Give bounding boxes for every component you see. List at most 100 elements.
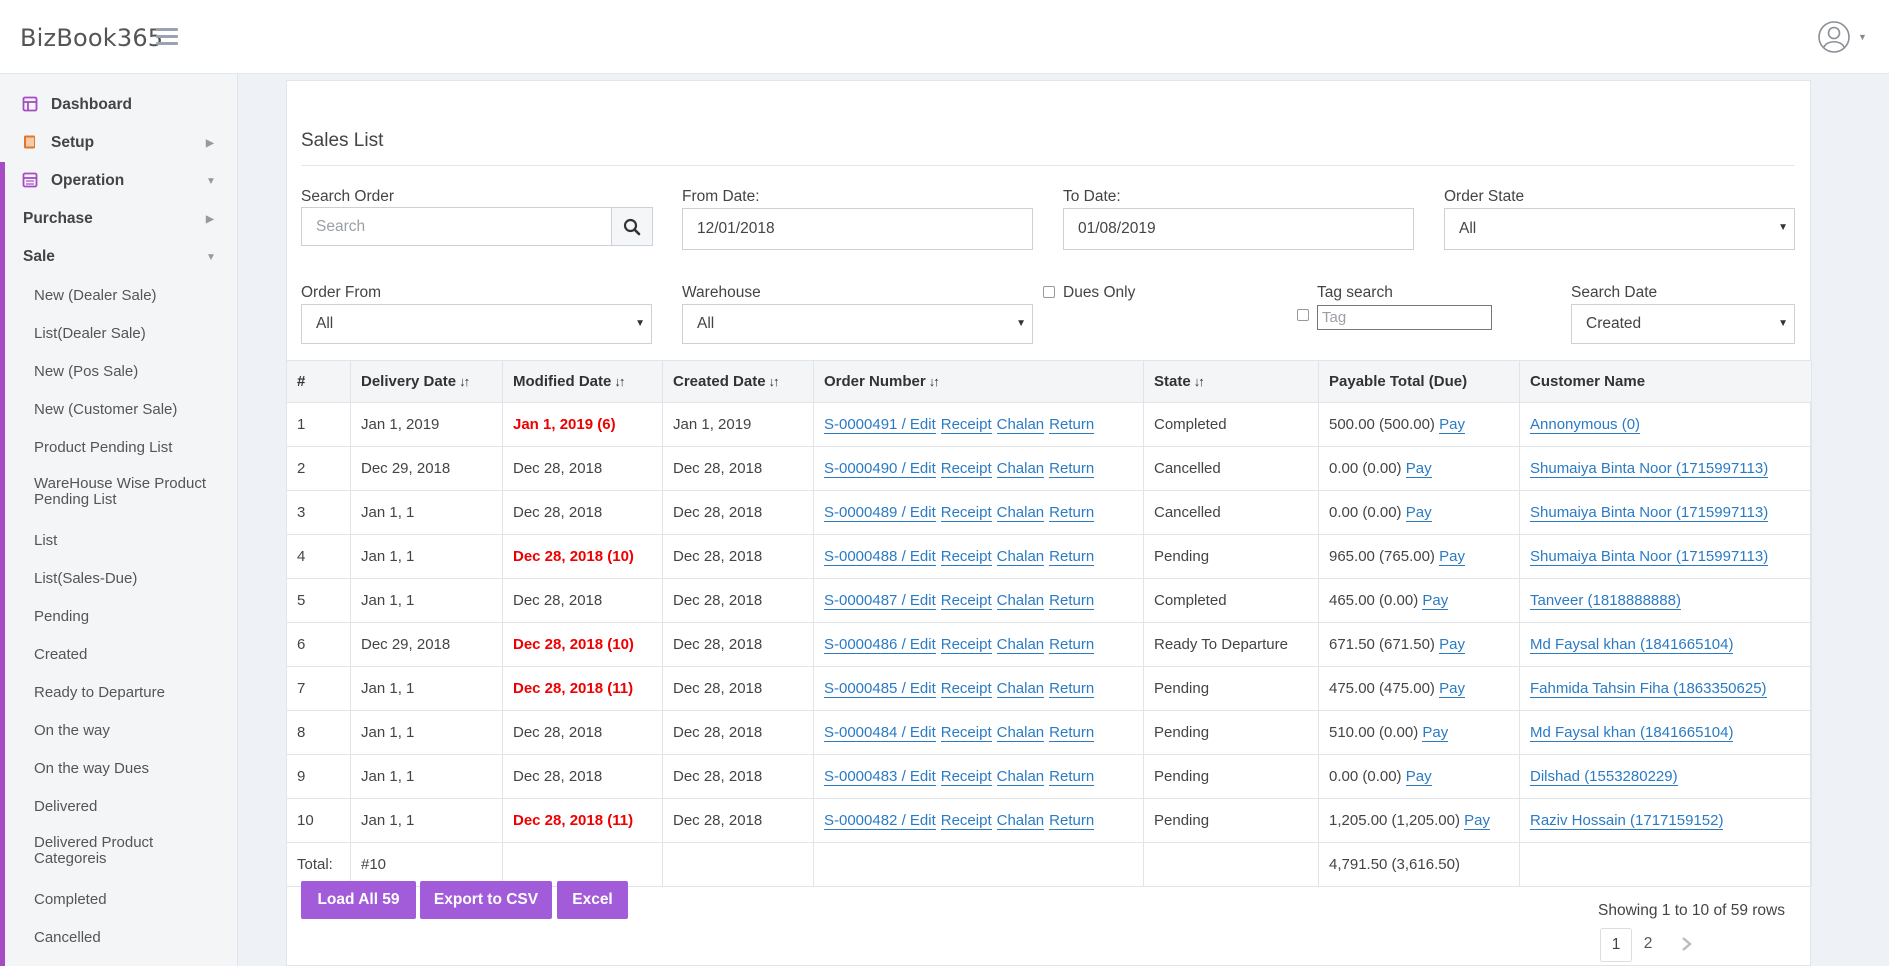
return-link[interactable]: Return (1049, 504, 1095, 522)
col-header-modified-date[interactable]: Modified Date ↓↑ (502, 360, 663, 403)
search-button[interactable] (611, 207, 653, 246)
receipt-link[interactable]: Receipt (940, 548, 992, 566)
chalan-link[interactable]: Chalan (996, 416, 1045, 434)
search-order-input[interactable]: Search (301, 207, 612, 246)
pay-link[interactable]: Pay (1439, 680, 1465, 698)
order-edit-link[interactable]: S-0000484 / Edit (824, 724, 936, 742)
receipt-link[interactable]: Receipt (940, 768, 992, 786)
excel-button[interactable]: Excel (557, 881, 628, 919)
sidebar-item-operation[interactable]: Operation ▼ (0, 164, 238, 198)
sidebar-item-setup[interactable]: Setup ▶ (0, 126, 238, 160)
return-link[interactable]: Return (1049, 548, 1095, 566)
customer-link[interactable]: Md Faysal khan (1841665104) (1530, 636, 1734, 654)
return-link[interactable]: Return (1049, 592, 1095, 610)
order-edit-link[interactable]: S-0000486 / Edit (824, 636, 936, 654)
sidebar-item-on-the-way[interactable]: On the way (0, 713, 238, 747)
customer-link[interactable]: Dilshad (1553280229) (1530, 768, 1678, 786)
sidebar-item-ready-to-departure[interactable]: Ready to Departure (0, 675, 238, 709)
col-header-state[interactable]: State ↓↑ (1143, 360, 1319, 403)
customer-link[interactable]: Annonymous (0) (1530, 416, 1641, 434)
order-edit-link[interactable]: S-0000490 / Edit (824, 460, 936, 478)
pay-link[interactable]: Pay (1405, 768, 1432, 786)
chalan-link[interactable]: Chalan (996, 636, 1045, 654)
order-from-select[interactable]: All ▼ (301, 304, 652, 344)
sort-icon[interactable]: ↓↑ (614, 374, 625, 389)
customer-link[interactable]: Shumaiya Binta Noor (1715997113) (1530, 548, 1769, 566)
order-edit-link[interactable]: S-0000483 / Edit (824, 768, 936, 786)
pay-link[interactable]: Pay (1439, 548, 1465, 566)
sidebar-item-cancelled[interactable]: Cancelled (0, 920, 238, 954)
sidebar-item-dashboard[interactable]: Dashboard (0, 88, 238, 122)
sidebar-item-warehouse-wise-product-pending-list[interactable]: WareHouse Wise Product Pending List (0, 476, 238, 516)
return-link[interactable]: Return (1049, 416, 1095, 434)
sidebar-item-list[interactable]: List (0, 523, 238, 557)
pay-link[interactable]: Pay (1422, 724, 1449, 742)
sidebar-item-product-pending-list[interactable]: Product Pending List (0, 430, 238, 464)
sidebar-item-pending[interactable]: Pending (0, 599, 238, 633)
pay-link[interactable]: Pay (1439, 636, 1465, 654)
tag-search-input[interactable]: Tag (1317, 305, 1492, 330)
sort-icon[interactable]: ↓↑ (768, 374, 780, 389)
to-date-input[interactable]: 01/08/2019 (1063, 208, 1414, 250)
return-link[interactable]: Return (1049, 768, 1095, 786)
dues-only-checkbox[interactable] (1043, 286, 1055, 298)
col-header-delivery-date[interactable]: Delivery Date ↓↑ (350, 360, 503, 403)
pay-link[interactable]: Pay (1464, 812, 1490, 830)
tag-search-checkbox[interactable] (1297, 309, 1309, 321)
receipt-link[interactable]: Receipt (940, 460, 992, 478)
order-state-select[interactable]: All ▼ (1444, 208, 1795, 250)
pay-link[interactable]: Pay (1405, 504, 1432, 522)
sidebar-item-completed[interactable]: Completed (0, 882, 238, 916)
sort-icon[interactable]: ↓↑ (459, 374, 470, 389)
sort-icon[interactable]: ↓↑ (928, 374, 940, 389)
order-edit-link[interactable]: S-0000488 / Edit (824, 548, 936, 566)
return-link[interactable]: Return (1049, 680, 1095, 698)
chalan-link[interactable]: Chalan (996, 812, 1045, 830)
from-date-input[interactable]: 12/01/2018 (682, 208, 1033, 250)
pay-link[interactable]: Pay (1422, 592, 1449, 610)
pay-link[interactable]: Pay (1405, 460, 1432, 478)
customer-link[interactable]: Tanveer (1818888888) (1530, 592, 1681, 610)
warehouse-select[interactable]: All ▼ (682, 304, 1033, 344)
chalan-link[interactable]: Chalan (996, 548, 1045, 566)
sidebar-item-new-customer-sale[interactable]: New (Customer Sale) (0, 392, 238, 426)
customer-link[interactable]: Shumaiya Binta Noor (1715997113) (1530, 460, 1769, 478)
receipt-link[interactable]: Receipt (940, 416, 992, 434)
order-edit-link[interactable]: S-0000487 / Edit (824, 592, 936, 610)
menu-toggle-icon[interactable] (156, 28, 178, 46)
order-edit-link[interactable]: S-0000489 / Edit (824, 504, 936, 522)
sidebar-item-delivered[interactable]: Delivered (0, 789, 238, 823)
return-link[interactable]: Return (1049, 812, 1095, 830)
customer-link[interactable]: Raziv Hossain (1717159152) (1530, 812, 1724, 830)
customer-link[interactable]: Shumaiya Binta Noor (1715997113) (1530, 504, 1769, 522)
sidebar-item-list-sales-due[interactable]: List(Sales-Due) (0, 561, 238, 595)
load-all-button[interactable]: Load All 59 (301, 881, 416, 919)
order-edit-link[interactable]: S-0000485 / Edit (824, 680, 936, 698)
sidebar-item-list-dealer-sale[interactable]: List(Dealer Sale) (0, 316, 238, 350)
page-1-button[interactable]: 1 (1600, 928, 1632, 962)
return-link[interactable]: Return (1049, 724, 1095, 742)
user-menu[interactable]: ▼ (1817, 20, 1867, 54)
sort-icon[interactable]: ↓↑ (1193, 374, 1205, 389)
chalan-link[interactable]: Chalan (996, 680, 1045, 698)
sidebar-group-sale[interactable]: Sale ▼ (0, 240, 238, 274)
export-csv-button[interactable]: Export to CSV (420, 881, 552, 919)
sidebar-item-new-dealer-sale[interactable]: New (Dealer Sale) (0, 278, 238, 312)
next-page-button[interactable] (1672, 928, 1702, 960)
search-date-select[interactable]: Created ▼ (1571, 304, 1795, 344)
receipt-link[interactable]: Receipt (940, 680, 992, 698)
sidebar-group-purchase[interactable]: Purchase ▶ (0, 202, 238, 236)
order-edit-link[interactable]: S-0000491 / Edit (824, 416, 936, 434)
return-link[interactable]: Return (1049, 460, 1095, 478)
col-header-created-date[interactable]: Created Date ↓↑ (662, 360, 814, 403)
receipt-link[interactable]: Receipt (940, 812, 992, 830)
customer-link[interactable]: Md Faysal khan (1841665104) (1530, 724, 1734, 742)
page-2-button[interactable]: 2 (1643, 935, 1653, 952)
receipt-link[interactable]: Receipt (940, 504, 992, 522)
return-link[interactable]: Return (1049, 636, 1095, 654)
receipt-link[interactable]: Receipt (940, 636, 992, 654)
pay-link[interactable]: Pay (1439, 416, 1465, 434)
sidebar-item-new-pos-sale[interactable]: New (Pos Sale) (0, 354, 238, 388)
receipt-link[interactable]: Receipt (940, 592, 992, 610)
sidebar-item-delivered-product-categoreis[interactable]: Delivered Product Categoreis (0, 835, 238, 875)
